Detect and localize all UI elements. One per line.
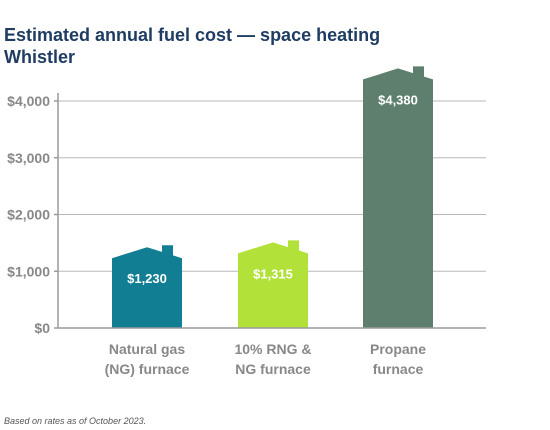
bar-chart: $0 $1,000 $2,000 $3,000 $4,000 $1,230 $1,315 $4…: [7, 66, 486, 377]
y-tick-label: $2,000: [7, 207, 50, 223]
y-tick-label: $4,000: [7, 93, 50, 109]
y-tick-label: $3,000: [7, 150, 50, 166]
x-category-label: Propane: [370, 341, 426, 357]
x-category-label: NG furnace: [235, 361, 311, 377]
data-label: $1,230: [127, 271, 167, 286]
x-category-label: furnace: [373, 361, 424, 377]
chart-subtitle: Whistler: [4, 47, 76, 67]
chart-title: Estimated annual fuel cost — space heati…: [4, 25, 381, 45]
x-category-label: 10% RNG &: [234, 341, 311, 357]
data-label: $1,315: [253, 266, 293, 281]
bar-1: [112, 245, 182, 328]
bar-3: [363, 66, 433, 328]
data-label: $4,380: [378, 92, 418, 107]
y-tick-label: $0: [34, 320, 50, 336]
y-tick-label: $1,000: [7, 263, 50, 279]
x-category-label: (NG) furnace: [105, 361, 190, 377]
bar-2: [238, 240, 308, 328]
x-category-label: Natural gas: [109, 341, 185, 357]
chart-title-block: Estimated annual fuel cost — space heati…: [4, 24, 380, 68]
footnote: Based on rates as of October 2023.: [4, 416, 147, 426]
